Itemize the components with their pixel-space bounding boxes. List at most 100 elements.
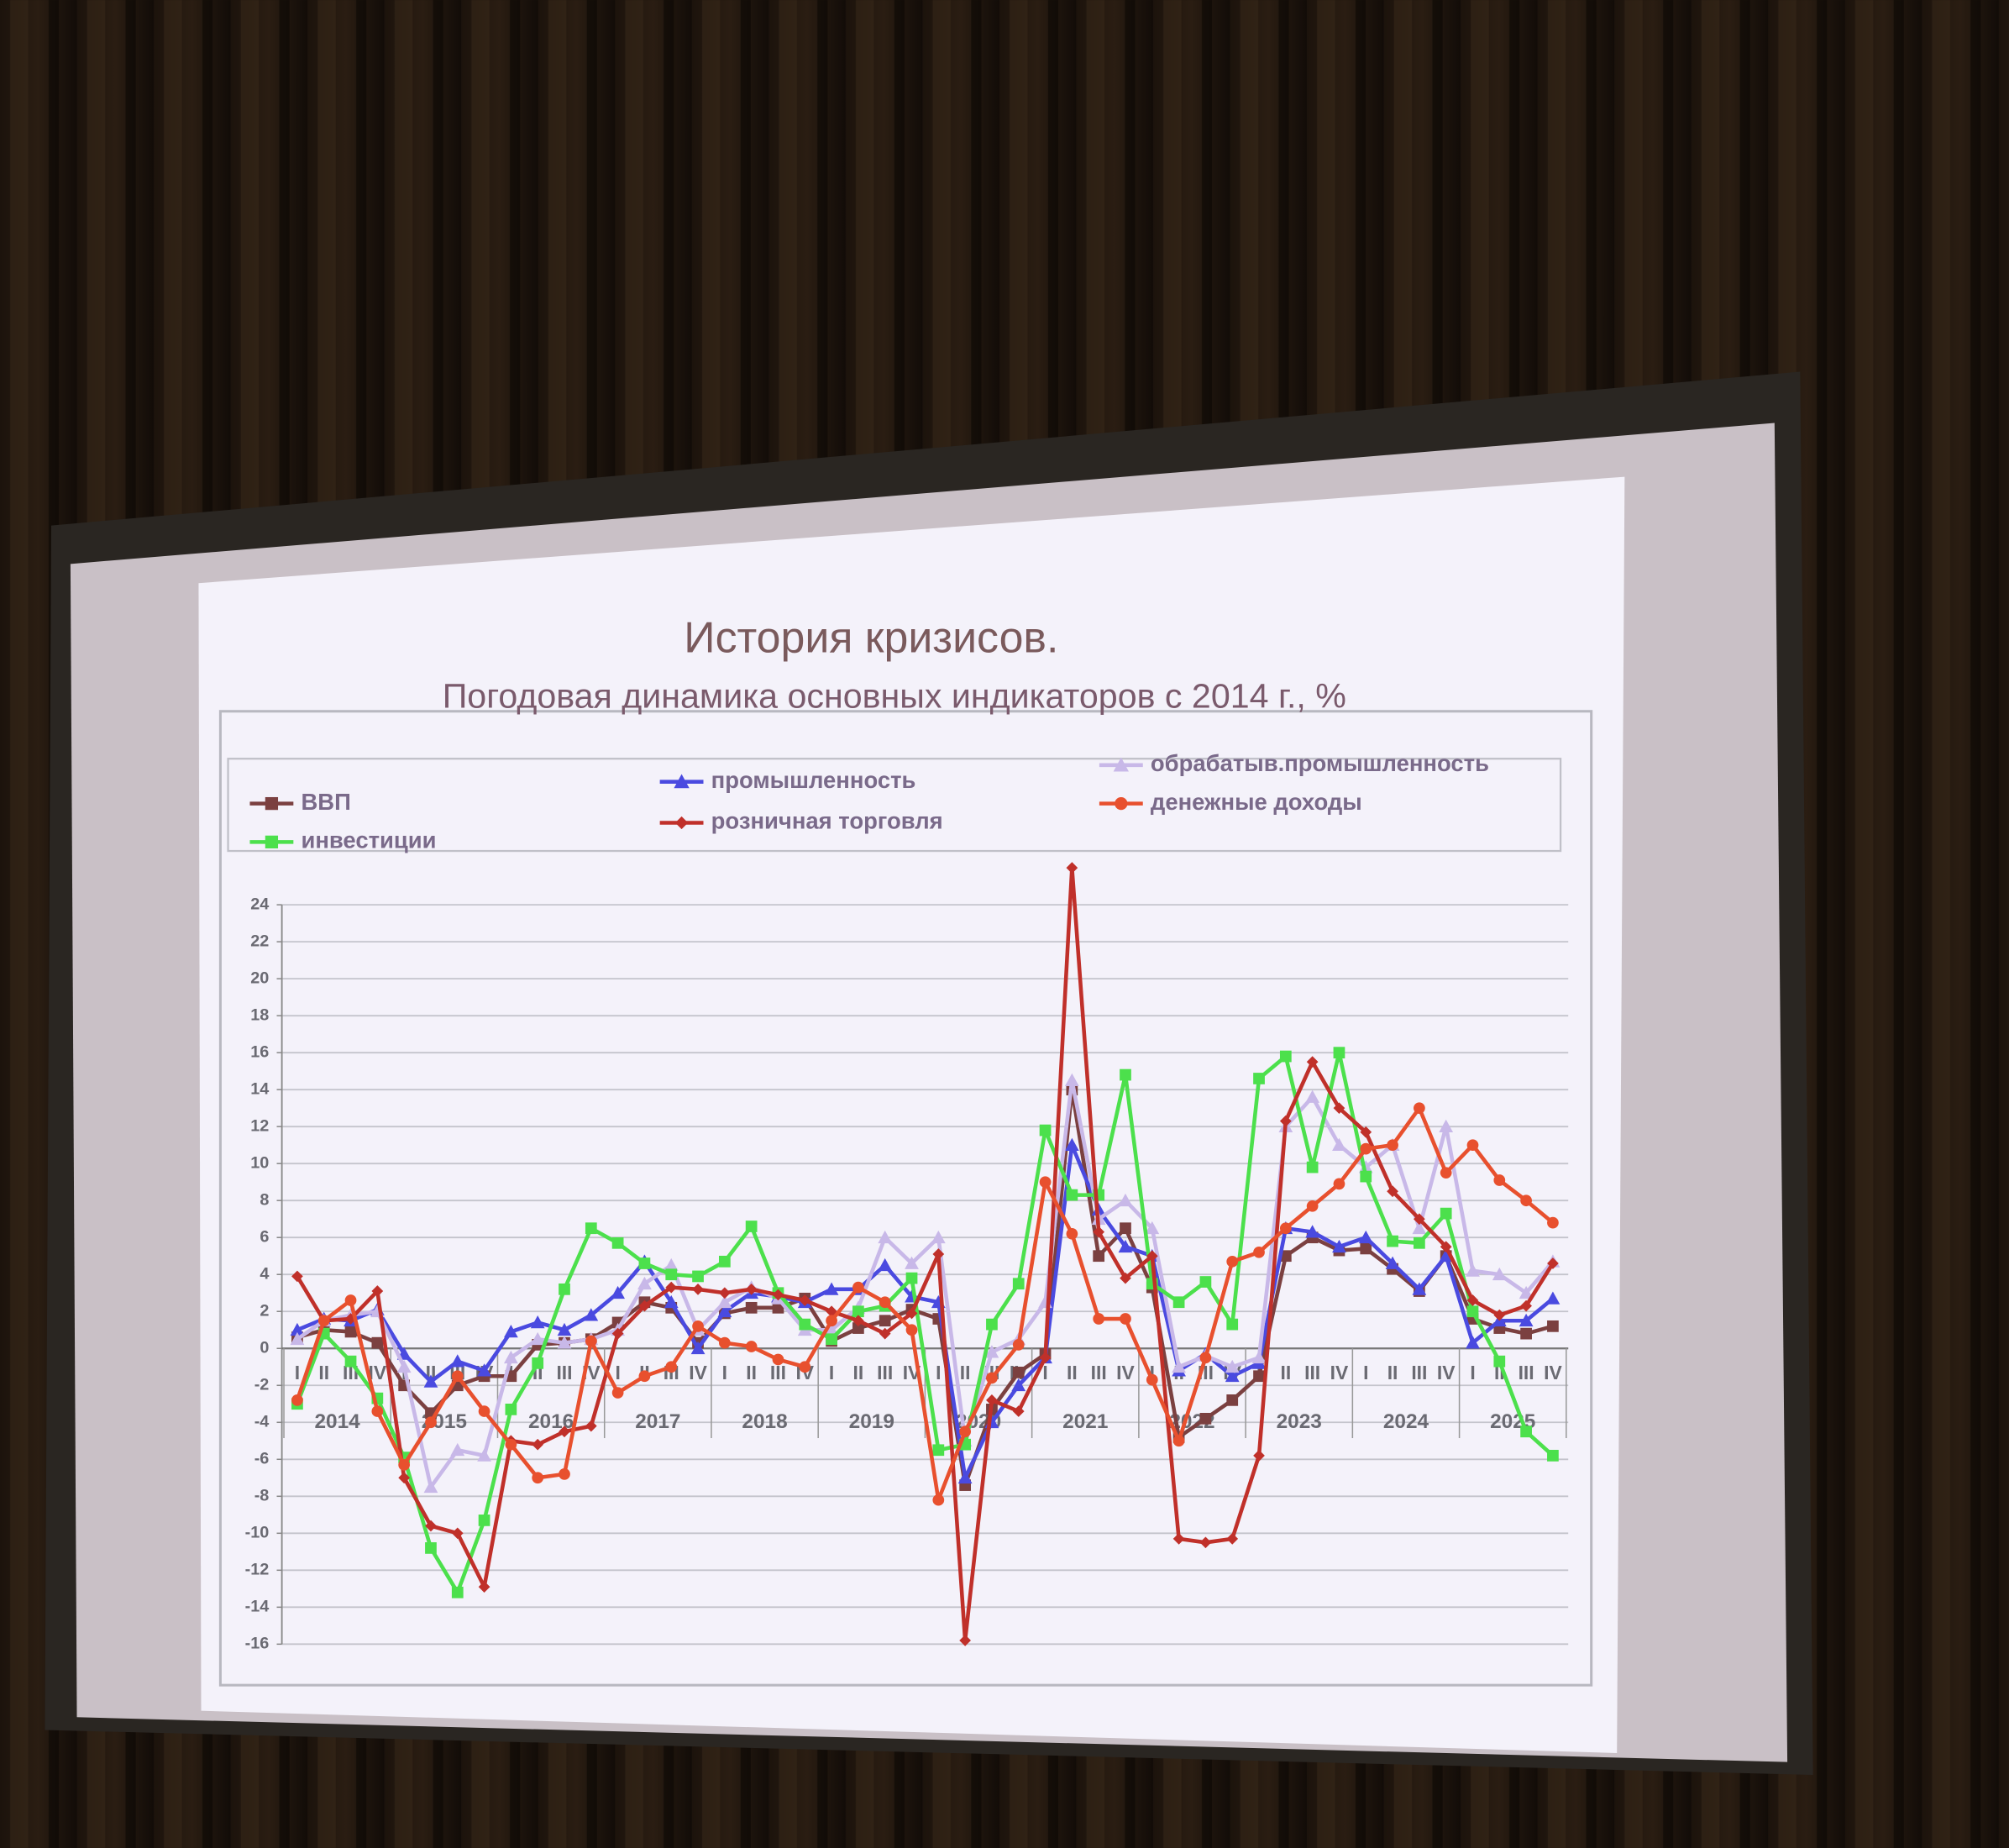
marker [344,1355,357,1368]
marker [1440,1207,1452,1220]
marker [450,1442,465,1457]
marker [1305,1089,1320,1103]
legend-marker [674,816,689,830]
marker [1412,1221,1427,1235]
y-tick-label: -10 [245,1524,270,1542]
marker [905,1307,918,1320]
x-tick-label: IV [1116,1362,1135,1383]
marker [1493,1174,1506,1186]
marker [1519,1313,1534,1327]
marker [826,1315,837,1327]
marker [665,1361,678,1373]
marker [1226,1255,1239,1268]
y-tick-label: -14 [245,1598,270,1616]
x-tick-label: IV [369,1362,387,1383]
marker [478,1515,490,1526]
year-label: 2021 [1062,1410,1108,1433]
marker [503,1325,518,1338]
marker [451,1586,464,1599]
x-tick-label: IV [1330,1362,1349,1383]
x-tick-label: II [1280,1362,1291,1383]
marker [503,1350,518,1364]
marker [824,1282,839,1295]
marker [611,1236,624,1249]
marker [852,1305,864,1318]
series-line [295,865,1555,1643]
marker [290,1322,305,1336]
legend-marker [1115,796,1128,811]
marker [1466,1336,1480,1349]
marker [1466,1139,1479,1152]
y-tick-label: -12 [245,1561,270,1579]
marker [532,1438,544,1451]
series-line [296,1142,1555,1480]
marker [1066,1227,1078,1240]
marker [1358,1160,1373,1173]
marker [1358,1230,1373,1244]
marker [451,1370,464,1383]
marker [692,1320,704,1332]
marker [1385,1256,1400,1269]
year-label: 2023 [1277,1410,1322,1433]
marker [1120,1068,1131,1081]
x-tick-label: IV [689,1362,707,1383]
x-tick-label: II [1067,1362,1078,1383]
marker [317,1315,330,1327]
marker [986,1318,998,1331]
marker [1225,1359,1240,1373]
marker [371,1405,384,1417]
marker [1440,1167,1452,1179]
y-tick-label: 4 [260,1264,269,1283]
x-tick-label: I [1470,1362,1475,1383]
marker [1225,1368,1240,1383]
marker [1493,1355,1506,1368]
year-label: 2019 [849,1410,894,1433]
marker [1519,1285,1534,1299]
y-tick-label: 8 [260,1190,269,1209]
marker [477,1448,491,1462]
marker [1064,1137,1079,1152]
marker [1172,1435,1185,1447]
marker [1412,1282,1427,1295]
marker [398,1472,411,1484]
marker [665,1268,678,1281]
marker [984,1345,999,1358]
marker [932,1494,945,1506]
marker [664,1294,679,1309]
marker [425,1416,437,1429]
year-label: 2024 [1383,1410,1429,1433]
x-tick-label: I [615,1362,620,1383]
marker [344,1326,357,1338]
marker [799,1294,811,1306]
x-tick-label: I [1150,1362,1155,1383]
marker [931,1230,946,1244]
marker [1012,1405,1025,1417]
marker [1226,1394,1239,1406]
marker [959,1635,971,1646]
marker [1012,1338,1025,1351]
marker [1466,1294,1479,1306]
series-line [295,1105,1555,1502]
marker [1520,1425,1532,1438]
marker [959,1425,971,1438]
marker [291,1394,303,1406]
marker [852,1281,864,1294]
marker [611,1285,626,1299]
y-tick-label: -2 [254,1375,270,1394]
marker [905,1256,919,1269]
marker [1520,1327,1532,1340]
legend-label: обрабатыв.промышленность [1151,750,1489,776]
marker [1039,1352,1052,1364]
marker [745,1341,758,1352]
marker [1439,1248,1454,1263]
marker [692,1270,704,1283]
marker [1332,1137,1346,1152]
x-tick-label: I [1363,1362,1368,1383]
marker [1279,1222,1292,1235]
marker [1545,1291,1561,1305]
marker [637,1276,652,1290]
marker [1547,1450,1559,1462]
legend-marker [265,796,279,811]
marker [718,1336,731,1349]
marker [1279,1050,1292,1063]
